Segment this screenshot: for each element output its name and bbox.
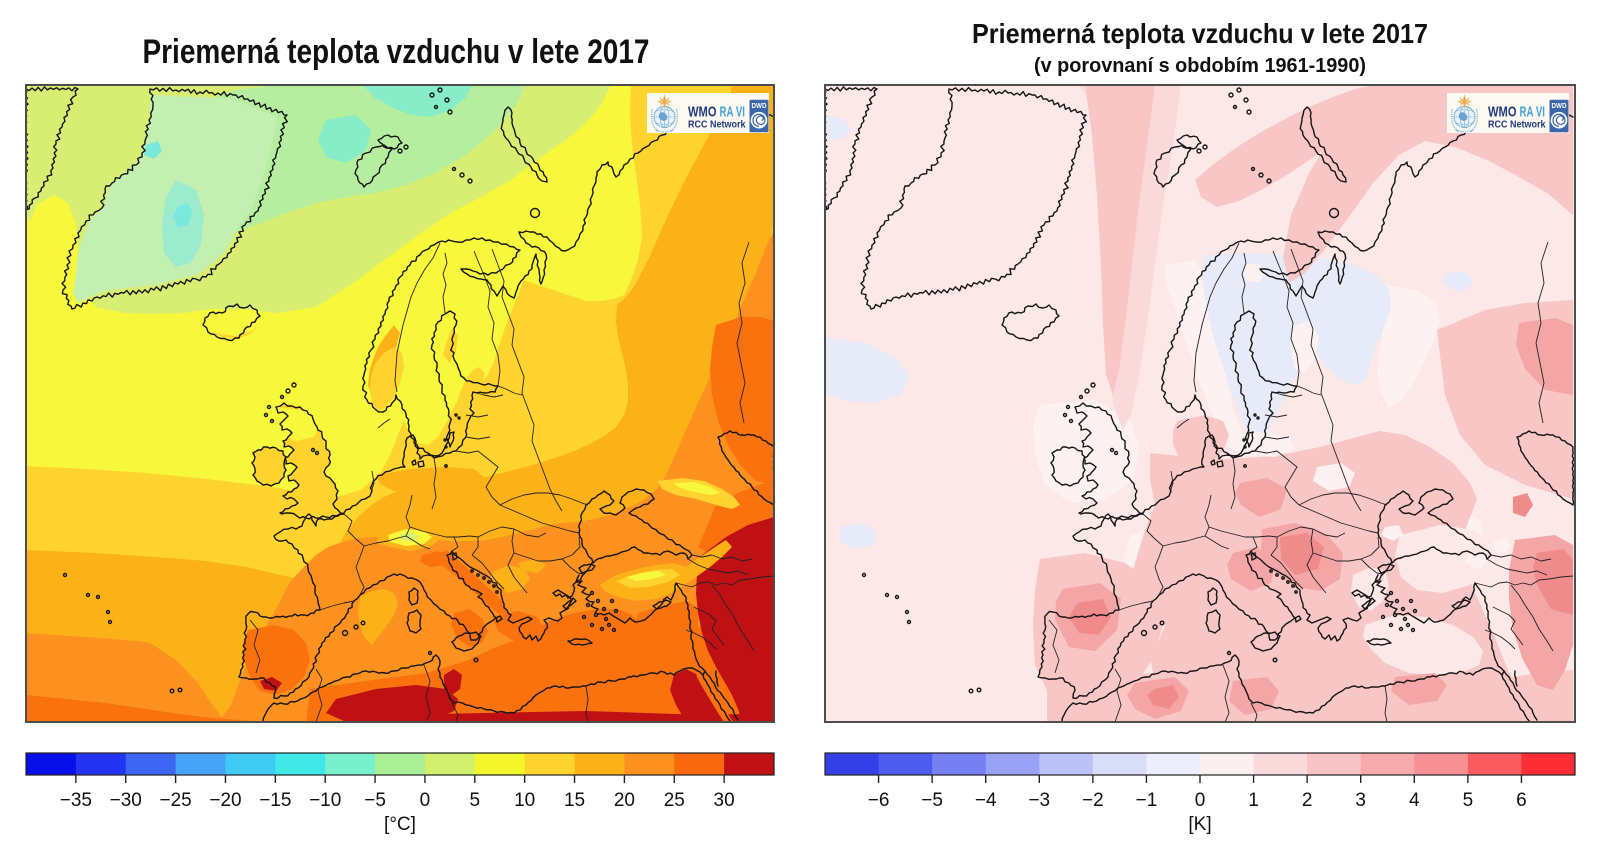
svg-text:[°C]: [°C] [384,814,416,835]
svg-text:(v porovnaní s obdobím 1961-19: (v porovnaní s obdobím 1961-1990) [1034,54,1366,77]
svg-text:0: 0 [420,790,431,811]
svg-text:6: 6 [1516,790,1527,811]
svg-text:[K]: [K] [1188,814,1211,835]
svg-text:4: 4 [1409,790,1420,811]
svg-text:−4: −4 [975,790,997,811]
svg-text:−5: −5 [364,790,386,811]
svg-text:RA VI: RA VI [720,103,746,120]
svg-text:WMO: WMO [688,103,717,120]
svg-text:2: 2 [1302,790,1313,811]
svg-text:−20: −20 [209,790,241,811]
svg-text:30: 30 [714,790,735,811]
svg-text:20: 20 [614,790,635,811]
svg-text:RA VI: RA VI [1520,103,1546,120]
svg-text:5: 5 [1463,790,1474,811]
svg-text:RCC Network: RCC Network [1488,118,1546,130]
svg-text:−15: −15 [259,790,291,811]
svg-text:−30: −30 [110,790,142,811]
svg-text:−6: −6 [868,790,890,811]
svg-text:WMO: WMO [1488,103,1517,120]
svg-text:0: 0 [1195,790,1206,811]
svg-text:5: 5 [470,790,481,811]
svg-text:−1: −1 [1136,790,1158,811]
svg-text:3: 3 [1355,790,1366,811]
svg-text:−5: −5 [921,790,943,811]
svg-text:−25: −25 [159,790,191,811]
svg-text:−10: −10 [309,790,341,811]
svg-text:DWD: DWD [1552,103,1567,110]
svg-text:RCC Network: RCC Network [688,118,746,130]
svg-text:15: 15 [564,790,585,811]
svg-text:1: 1 [1248,790,1259,811]
svg-text:Priemerná teplota vzduchu v le: Priemerná teplota vzduchu v lete 2017 [972,18,1428,49]
svg-text:Priemerná teplota vzduchu v le: Priemerná teplota vzduchu v lete 2017 [143,33,650,71]
svg-text:−3: −3 [1028,790,1050,811]
svg-text:25: 25 [664,790,685,811]
svg-text:10: 10 [514,790,535,811]
svg-text:−2: −2 [1082,790,1104,811]
svg-text:−35: −35 [60,790,92,811]
svg-text:DWD: DWD [752,103,767,110]
